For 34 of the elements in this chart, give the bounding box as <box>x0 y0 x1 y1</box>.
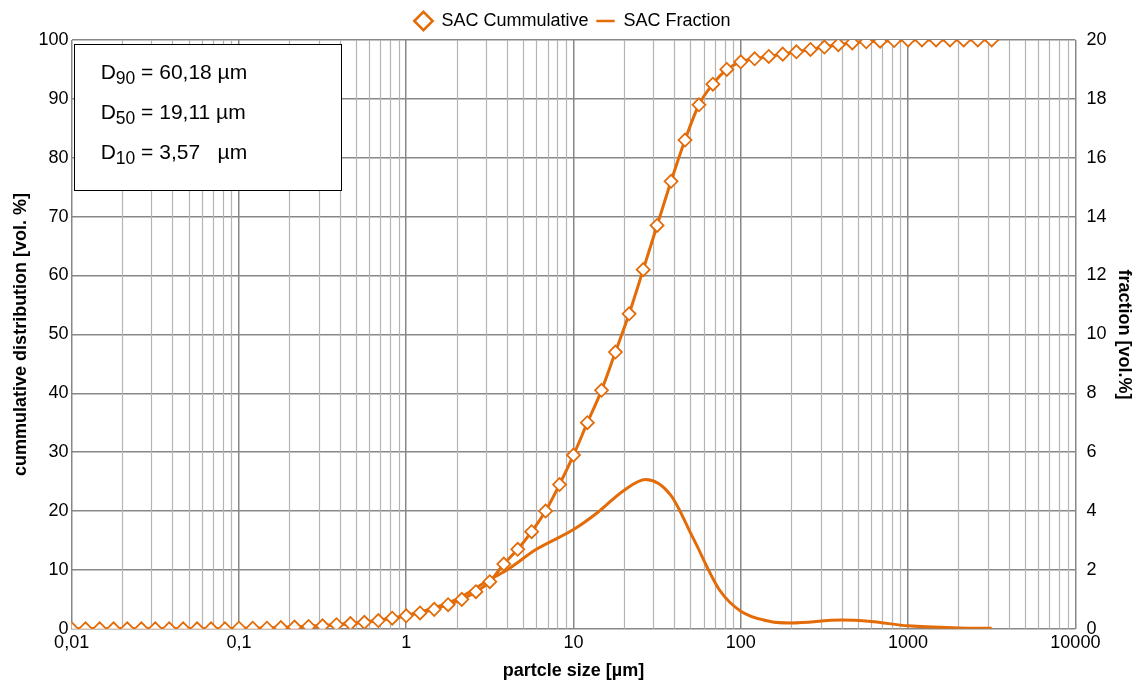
y2-tick-label: 14 <box>1086 205 1107 226</box>
y-tick-label: 100 <box>38 28 69 49</box>
x-tick-label: 1000 <box>888 631 929 652</box>
y2-tick-label: 16 <box>1086 146 1107 167</box>
x-axis-title: partcle size [µm] <box>502 660 645 681</box>
y-tick-label: 70 <box>48 205 69 226</box>
y-tick-label: 60 <box>48 264 69 285</box>
x-tick-label: 0,1 <box>226 631 252 652</box>
y2-tick-label: 10 <box>1086 323 1107 344</box>
y-tick-label: 50 <box>48 323 69 344</box>
legend-label: SAC Fraction <box>623 9 731 30</box>
y-axis-title: cummulative distribution [vol. %] <box>9 192 30 476</box>
x-tick-label: 100 <box>725 631 756 652</box>
y-tick-label: 80 <box>48 146 69 167</box>
text-box: D$_{90}$ = 60,18 µm D$_{50}$ = 19,11 µm D$_{10}$ = 3,57 µm <box>73 44 342 191</box>
y2-tick-label: 2 <box>1086 558 1097 579</box>
y-tick-label: 90 <box>48 87 69 108</box>
y2-tick-label: 4 <box>1086 500 1097 521</box>
annotation: D$_{50}$ = 19,11 µm <box>100 99 247 131</box>
y2-tick-label: 18 <box>1086 87 1107 108</box>
annotation: D$_{10}$ = 3,57 µm <box>100 139 249 171</box>
y-tick-label: 20 <box>48 500 69 521</box>
x-tick-label: 1 <box>401 631 412 652</box>
y2-tick-label: 8 <box>1086 382 1097 403</box>
y-tick-label: 30 <box>48 441 69 462</box>
legend-label: SAC Cummulative <box>441 9 589 30</box>
annotation: D$_{90}$ = 60,18 µm <box>100 59 249 91</box>
x-tick-label: 10 <box>563 631 584 652</box>
y2-tick-label: 6 <box>1086 441 1097 462</box>
y-tick-label: 10 <box>48 558 69 579</box>
y2-axis-title: fraction [vol.%] <box>1115 269 1136 400</box>
y2-tick-label: 12 <box>1086 264 1107 285</box>
y2-tick-label: 20 <box>1086 28 1107 49</box>
y-tick-label: 40 <box>48 382 69 403</box>
